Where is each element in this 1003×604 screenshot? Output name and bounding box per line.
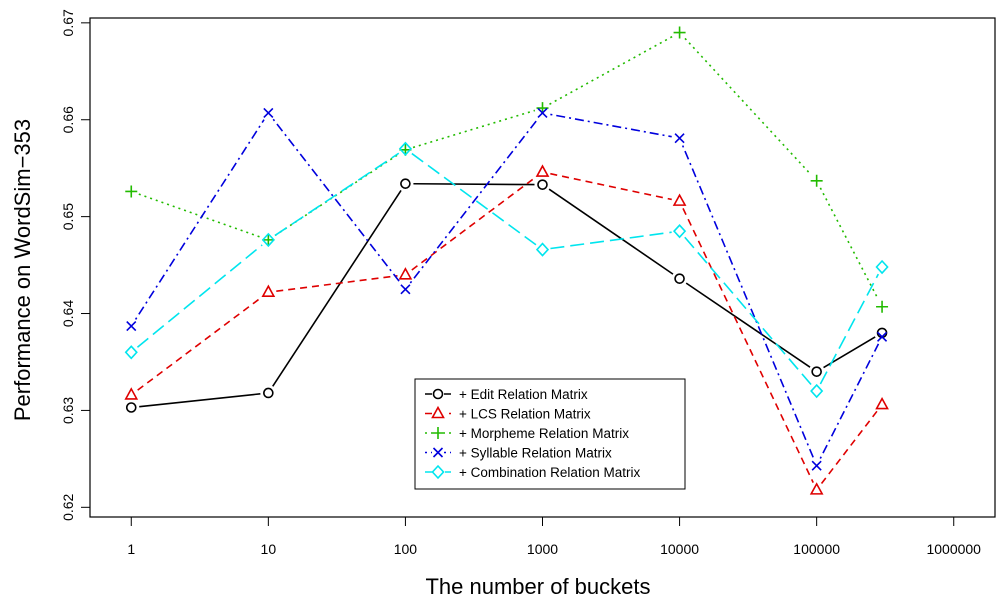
series-segment xyxy=(550,172,672,201)
series-segment xyxy=(272,189,402,387)
series-segment xyxy=(409,118,539,284)
legend: + Edit Relation Matrix + LCS Relation Mat… xyxy=(414,378,686,490)
data-point xyxy=(876,300,889,313)
y-tick-label: 0.66 xyxy=(60,106,76,133)
data-point xyxy=(674,133,685,144)
series-segment xyxy=(819,273,880,385)
series-segment xyxy=(820,410,878,485)
series-segment xyxy=(685,282,811,368)
legend-label: + Syllable Relation Matrix xyxy=(459,446,612,461)
data-point xyxy=(432,427,444,439)
data-point xyxy=(263,107,274,119)
data-point xyxy=(261,284,276,298)
series-segment xyxy=(274,152,400,237)
data-point xyxy=(263,387,274,399)
series-plus xyxy=(125,26,889,313)
data-point xyxy=(537,179,548,190)
data-point xyxy=(811,366,822,377)
series-segment xyxy=(684,236,813,386)
y-tick-label: 0.63 xyxy=(60,397,76,424)
x-tick-label: 10 xyxy=(261,541,277,557)
series-segment xyxy=(550,231,672,250)
data-point xyxy=(672,223,687,239)
series-segment xyxy=(682,208,814,483)
series-segment xyxy=(136,244,263,348)
series-segment xyxy=(684,37,812,176)
series-segment xyxy=(412,109,536,149)
series-segment xyxy=(138,193,262,238)
legend-marker-bg xyxy=(432,407,444,420)
data-point xyxy=(674,273,685,284)
y-axis: 0.62 0.63 0.64 0.65 0.66 0.67 xyxy=(60,9,90,521)
series-segment xyxy=(411,176,537,271)
data-point xyxy=(876,331,888,342)
data-point xyxy=(262,233,275,246)
data-point xyxy=(810,174,823,187)
series-circle xyxy=(125,178,888,413)
y-tick-label: 0.65 xyxy=(60,203,76,230)
data-point xyxy=(432,388,444,400)
x-tick-label: 10000 xyxy=(660,541,699,557)
data-point xyxy=(124,345,138,360)
data-point xyxy=(432,447,444,458)
x-axis-title: The number of buckets xyxy=(425,574,650,599)
data-point xyxy=(875,396,889,410)
data-point xyxy=(673,26,686,39)
data-point xyxy=(535,164,550,177)
legend-label: + LCS Relation Matrix xyxy=(459,407,591,422)
legend-marker-bg xyxy=(432,466,444,478)
y-tick-label: 0.62 xyxy=(60,493,76,520)
data-point xyxy=(398,267,413,280)
data-point xyxy=(431,405,445,419)
series-segment xyxy=(276,274,398,292)
series-segment xyxy=(134,119,265,320)
x-tick-label: 100 xyxy=(394,541,418,557)
data-point xyxy=(535,242,550,257)
series-cross xyxy=(126,107,888,471)
data-point xyxy=(400,178,411,189)
legend-label: + Morpheme Relation Matrix xyxy=(459,426,629,441)
y-tick-label: 0.67 xyxy=(60,9,76,36)
series-segment xyxy=(550,113,672,138)
data-point xyxy=(875,259,889,275)
x-tick-label: 1000 xyxy=(527,541,558,557)
x-tick-label: 1 xyxy=(127,541,135,557)
data-point xyxy=(124,387,139,400)
series-segment xyxy=(549,35,673,105)
data-point xyxy=(126,321,137,332)
series-layer xyxy=(124,26,889,495)
series-segment xyxy=(411,152,537,246)
data-point xyxy=(400,284,411,295)
series-diamond xyxy=(124,141,889,399)
x-tick-label: 1000000 xyxy=(926,541,981,557)
series-segment xyxy=(137,296,263,391)
data-point xyxy=(125,402,137,413)
data-point xyxy=(809,482,824,495)
legend-label: + Edit Relation Matrix xyxy=(459,387,588,402)
x-axis: 1 10 100 1000 10000 100000 1000000 xyxy=(127,517,981,557)
data-point xyxy=(810,383,824,399)
data-point xyxy=(537,107,548,119)
data-point xyxy=(431,464,445,480)
series-segment xyxy=(139,393,261,408)
series-segment xyxy=(819,187,880,301)
data-point xyxy=(811,460,822,471)
series-segment xyxy=(272,118,402,284)
series-segment xyxy=(413,182,535,186)
y-tick-label: 0.64 xyxy=(60,300,76,327)
data-point xyxy=(398,141,413,156)
data-point xyxy=(261,232,275,248)
data-point xyxy=(125,185,138,198)
legend-box xyxy=(414,378,686,490)
x-tick-label: 100000 xyxy=(793,541,840,557)
series-segment xyxy=(819,343,880,459)
series-triangle xyxy=(124,164,889,495)
data-point xyxy=(672,193,687,206)
series-segment xyxy=(681,145,815,459)
legend-label: + Combination Relation Matrix xyxy=(459,465,640,480)
series-segment xyxy=(548,188,674,275)
y-axis-title: Performance on WordSim−353 xyxy=(10,119,35,421)
